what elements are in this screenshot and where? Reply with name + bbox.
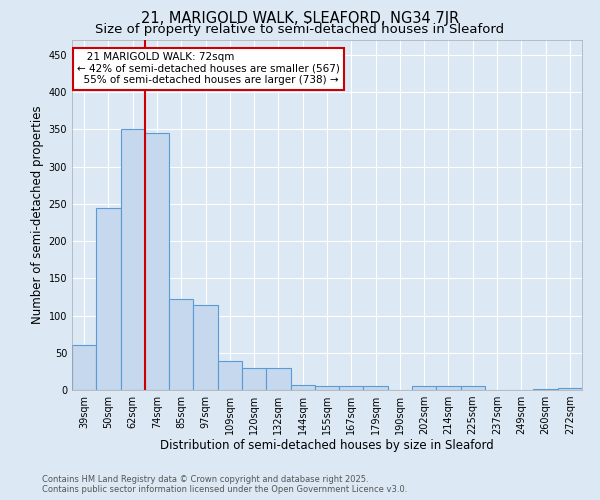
Text: Size of property relative to semi-detached houses in Sleaford: Size of property relative to semi-detach… xyxy=(95,22,505,36)
Bar xyxy=(193,305,218,390)
Bar xyxy=(558,388,582,390)
Bar xyxy=(461,386,485,390)
Text: 21 MARIGOLD WALK: 72sqm
← 42% of semi-detached houses are smaller (567)
  55% of: 21 MARIGOLD WALK: 72sqm ← 42% of semi-de… xyxy=(77,52,340,86)
X-axis label: Distribution of semi-detached houses by size in Sleaford: Distribution of semi-detached houses by … xyxy=(160,438,494,452)
Bar xyxy=(96,208,121,390)
Bar xyxy=(121,130,145,390)
Bar xyxy=(533,388,558,390)
Bar xyxy=(290,385,315,390)
Text: Contains HM Land Registry data © Crown copyright and database right 2025.
Contai: Contains HM Land Registry data © Crown c… xyxy=(42,474,407,494)
Bar xyxy=(145,133,169,390)
Text: 21, MARIGOLD WALK, SLEAFORD, NG34 7JR: 21, MARIGOLD WALK, SLEAFORD, NG34 7JR xyxy=(141,11,459,26)
Bar xyxy=(266,368,290,390)
Bar xyxy=(169,299,193,390)
Bar xyxy=(339,386,364,390)
Bar xyxy=(315,386,339,390)
Bar xyxy=(72,346,96,390)
Bar xyxy=(218,361,242,390)
Bar xyxy=(364,386,388,390)
Bar xyxy=(436,386,461,390)
Bar xyxy=(242,368,266,390)
Y-axis label: Number of semi-detached properties: Number of semi-detached properties xyxy=(31,106,44,324)
Bar xyxy=(412,386,436,390)
